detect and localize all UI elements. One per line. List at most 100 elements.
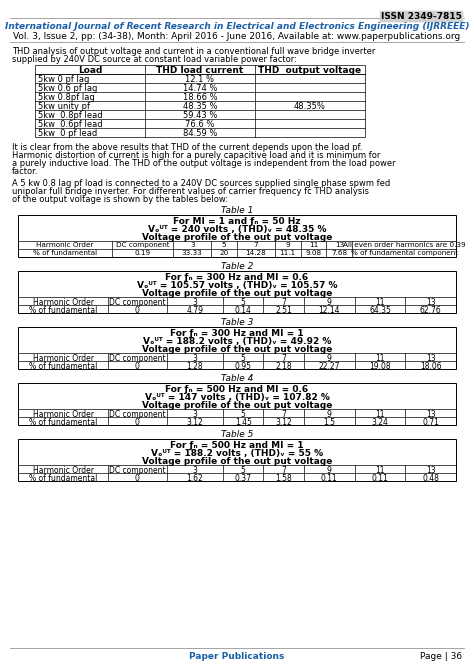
Text: a purely inductive load. The THD of the output voltage is independent from the l: a purely inductive load. The THD of the … <box>12 159 396 168</box>
Text: Harmonic Order: Harmonic Order <box>33 354 93 363</box>
Text: 3: 3 <box>192 466 197 475</box>
Text: Harmonic Order: Harmonic Order <box>33 298 93 307</box>
Text: % of fundamental: % of fundamental <box>29 306 97 315</box>
Text: 13: 13 <box>426 466 436 475</box>
Text: 48.35 %: 48.35 % <box>183 102 217 111</box>
Text: 0.95: 0.95 <box>235 362 252 371</box>
Text: 5: 5 <box>241 354 246 363</box>
Text: ISSN 2349-7815: ISSN 2349-7815 <box>381 12 462 21</box>
Text: 1.45: 1.45 <box>235 418 252 427</box>
Bar <box>18 271 456 313</box>
Bar <box>18 439 456 481</box>
Text: unipolar full bridge inverter. For different values of carrier frequency fc THD : unipolar full bridge inverter. For diffe… <box>12 187 369 196</box>
Text: DC component: DC component <box>109 410 166 419</box>
Text: 7: 7 <box>281 354 286 363</box>
Text: Vₒᵁᵀ = 188.2 volts , (THD)ᵥ = 55 %: Vₒᵁᵀ = 188.2 volts , (THD)ᵥ = 55 % <box>151 449 323 458</box>
Text: 84.59 %: 84.59 % <box>183 129 217 138</box>
Text: Voltage profile of the out put voltage: Voltage profile of the out put voltage <box>142 401 332 410</box>
Text: 1.58: 1.58 <box>275 474 292 483</box>
Text: 19.08: 19.08 <box>369 362 391 371</box>
Text: 9: 9 <box>327 466 332 475</box>
Text: 11: 11 <box>309 242 318 248</box>
Text: 0.71: 0.71 <box>422 418 439 427</box>
Text: 0.48: 0.48 <box>422 474 439 483</box>
Text: Harmonic distortion of current is high for a purely capacitive load and it is mi: Harmonic distortion of current is high f… <box>12 151 380 160</box>
Text: 22.27: 22.27 <box>319 362 340 371</box>
Text: 64.35: 64.35 <box>369 306 391 315</box>
Text: 12.14: 12.14 <box>319 306 340 315</box>
Text: DC component: DC component <box>109 298 166 307</box>
Text: 14.28: 14.28 <box>246 250 266 256</box>
Text: 18.66 %: 18.66 % <box>182 93 217 102</box>
Text: 5kw 0 pf lag: 5kw 0 pf lag <box>38 75 90 84</box>
Text: 11: 11 <box>375 354 385 363</box>
Text: DC component: DC component <box>109 354 166 363</box>
Text: % of fundamental: % of fundamental <box>29 474 97 483</box>
Text: International Journal of Recent Research in Electrical and Electronics Engineeri: International Journal of Recent Research… <box>5 22 469 31</box>
Text: 7.68: 7.68 <box>331 250 347 256</box>
Text: Table 4: Table 4 <box>221 374 253 383</box>
Text: Vₒᵁᵀ = 105.57 volts , (THD)ᵥ = 105.57 %: Vₒᵁᵀ = 105.57 volts , (THD)ᵥ = 105.57 % <box>137 281 337 290</box>
Text: 7: 7 <box>254 242 258 248</box>
Text: For MI = 1 and ƒₙ = 50 Hz: For MI = 1 and ƒₙ = 50 Hz <box>173 217 301 226</box>
Text: 20: 20 <box>219 250 228 256</box>
Text: 2.51: 2.51 <box>275 306 292 315</box>
Text: Voltage profile of the out put voltage: Voltage profile of the out put voltage <box>142 289 332 298</box>
Text: Harmonic Order: Harmonic Order <box>33 410 93 419</box>
Text: Paper Publications: Paper Publications <box>189 652 285 661</box>
Bar <box>18 327 456 369</box>
Text: A 5 kw 0.8 lag pf load is connected to a 240V DC sources supplied single phase s: A 5 kw 0.8 lag pf load is connected to a… <box>12 179 390 188</box>
Text: 9: 9 <box>327 354 332 363</box>
Bar <box>18 215 456 257</box>
Text: of the output voltage is shown by the tables below:: of the output voltage is shown by the ta… <box>12 195 228 204</box>
Text: factor.: factor. <box>12 167 38 176</box>
Text: Harmonic Order: Harmonic Order <box>33 466 93 475</box>
Text: 13: 13 <box>426 410 436 419</box>
Text: % of fundamental: % of fundamental <box>29 362 97 371</box>
Text: 5: 5 <box>222 242 227 248</box>
Text: % of fundamental: % of fundamental <box>29 418 97 427</box>
Text: Page | 36: Page | 36 <box>420 652 462 661</box>
Text: Harmonic Order: Harmonic Order <box>36 242 94 248</box>
Text: For ƒₙ = 500 Hz and MI = 1: For ƒₙ = 500 Hz and MI = 1 <box>170 441 304 450</box>
Bar <box>35 65 365 137</box>
Text: 11: 11 <box>375 410 385 419</box>
Text: 3: 3 <box>190 242 194 248</box>
Text: 13: 13 <box>426 298 436 307</box>
Text: Table 3: Table 3 <box>221 318 253 327</box>
Text: 1.62: 1.62 <box>186 474 203 483</box>
Text: 18.06: 18.06 <box>420 362 441 371</box>
Text: 9: 9 <box>327 298 332 307</box>
Text: 0: 0 <box>135 418 140 427</box>
Text: Vol. 3, Issue 2, pp: (34-38), Month: April 2016 - June 2016, Available at: www.p: Vol. 3, Issue 2, pp: (34-38), Month: Apr… <box>13 32 461 41</box>
Text: % of fundamental: % of fundamental <box>33 250 97 256</box>
Text: 0.37: 0.37 <box>235 474 252 483</box>
Text: Vₒᵁᵀ = 240 volts , (THD)ᵥ = 48.35 %: Vₒᵁᵀ = 240 volts , (THD)ᵥ = 48.35 % <box>148 225 326 234</box>
Text: 1.28: 1.28 <box>186 362 203 371</box>
Text: 9.08: 9.08 <box>305 250 321 256</box>
Text: 0.11: 0.11 <box>372 474 388 483</box>
Text: Table 1: Table 1 <box>221 206 253 215</box>
Text: For ƒₙ = 500 Hz and MI = 0.6: For ƒₙ = 500 Hz and MI = 0.6 <box>165 385 309 394</box>
Text: 12.1 %: 12.1 % <box>185 75 215 84</box>
Text: 9: 9 <box>285 242 290 248</box>
Text: 5kw unity pf: 5kw unity pf <box>38 102 90 111</box>
Text: It is clear from the above results that THD of the current depends upon the load: It is clear from the above results that … <box>12 143 365 152</box>
Text: THD analysis of output voltage and current in a conventional full wave bridge in: THD analysis of output voltage and curre… <box>12 47 375 56</box>
Bar <box>18 383 456 425</box>
Text: 0: 0 <box>135 306 140 315</box>
Text: 59.43 %: 59.43 % <box>183 111 217 120</box>
Text: 0: 0 <box>135 474 140 483</box>
Text: 3: 3 <box>192 354 197 363</box>
Text: 33.33: 33.33 <box>182 250 202 256</box>
Text: 1.5: 1.5 <box>323 418 335 427</box>
Text: 11: 11 <box>375 466 385 475</box>
Text: 2.18: 2.18 <box>275 362 292 371</box>
Text: For ƒₙ = 300 Hz and MI = 1: For ƒₙ = 300 Hz and MI = 1 <box>170 329 304 338</box>
Text: 5: 5 <box>241 298 246 307</box>
Text: 3: 3 <box>192 410 197 419</box>
Text: DC component: DC component <box>116 242 170 248</box>
Text: 5kw  0.6pf lead: 5kw 0.6pf lead <box>38 120 103 129</box>
Text: Table 5: Table 5 <box>221 430 253 439</box>
Text: 5kw  0 pf lead: 5kw 0 pf lead <box>38 129 97 138</box>
